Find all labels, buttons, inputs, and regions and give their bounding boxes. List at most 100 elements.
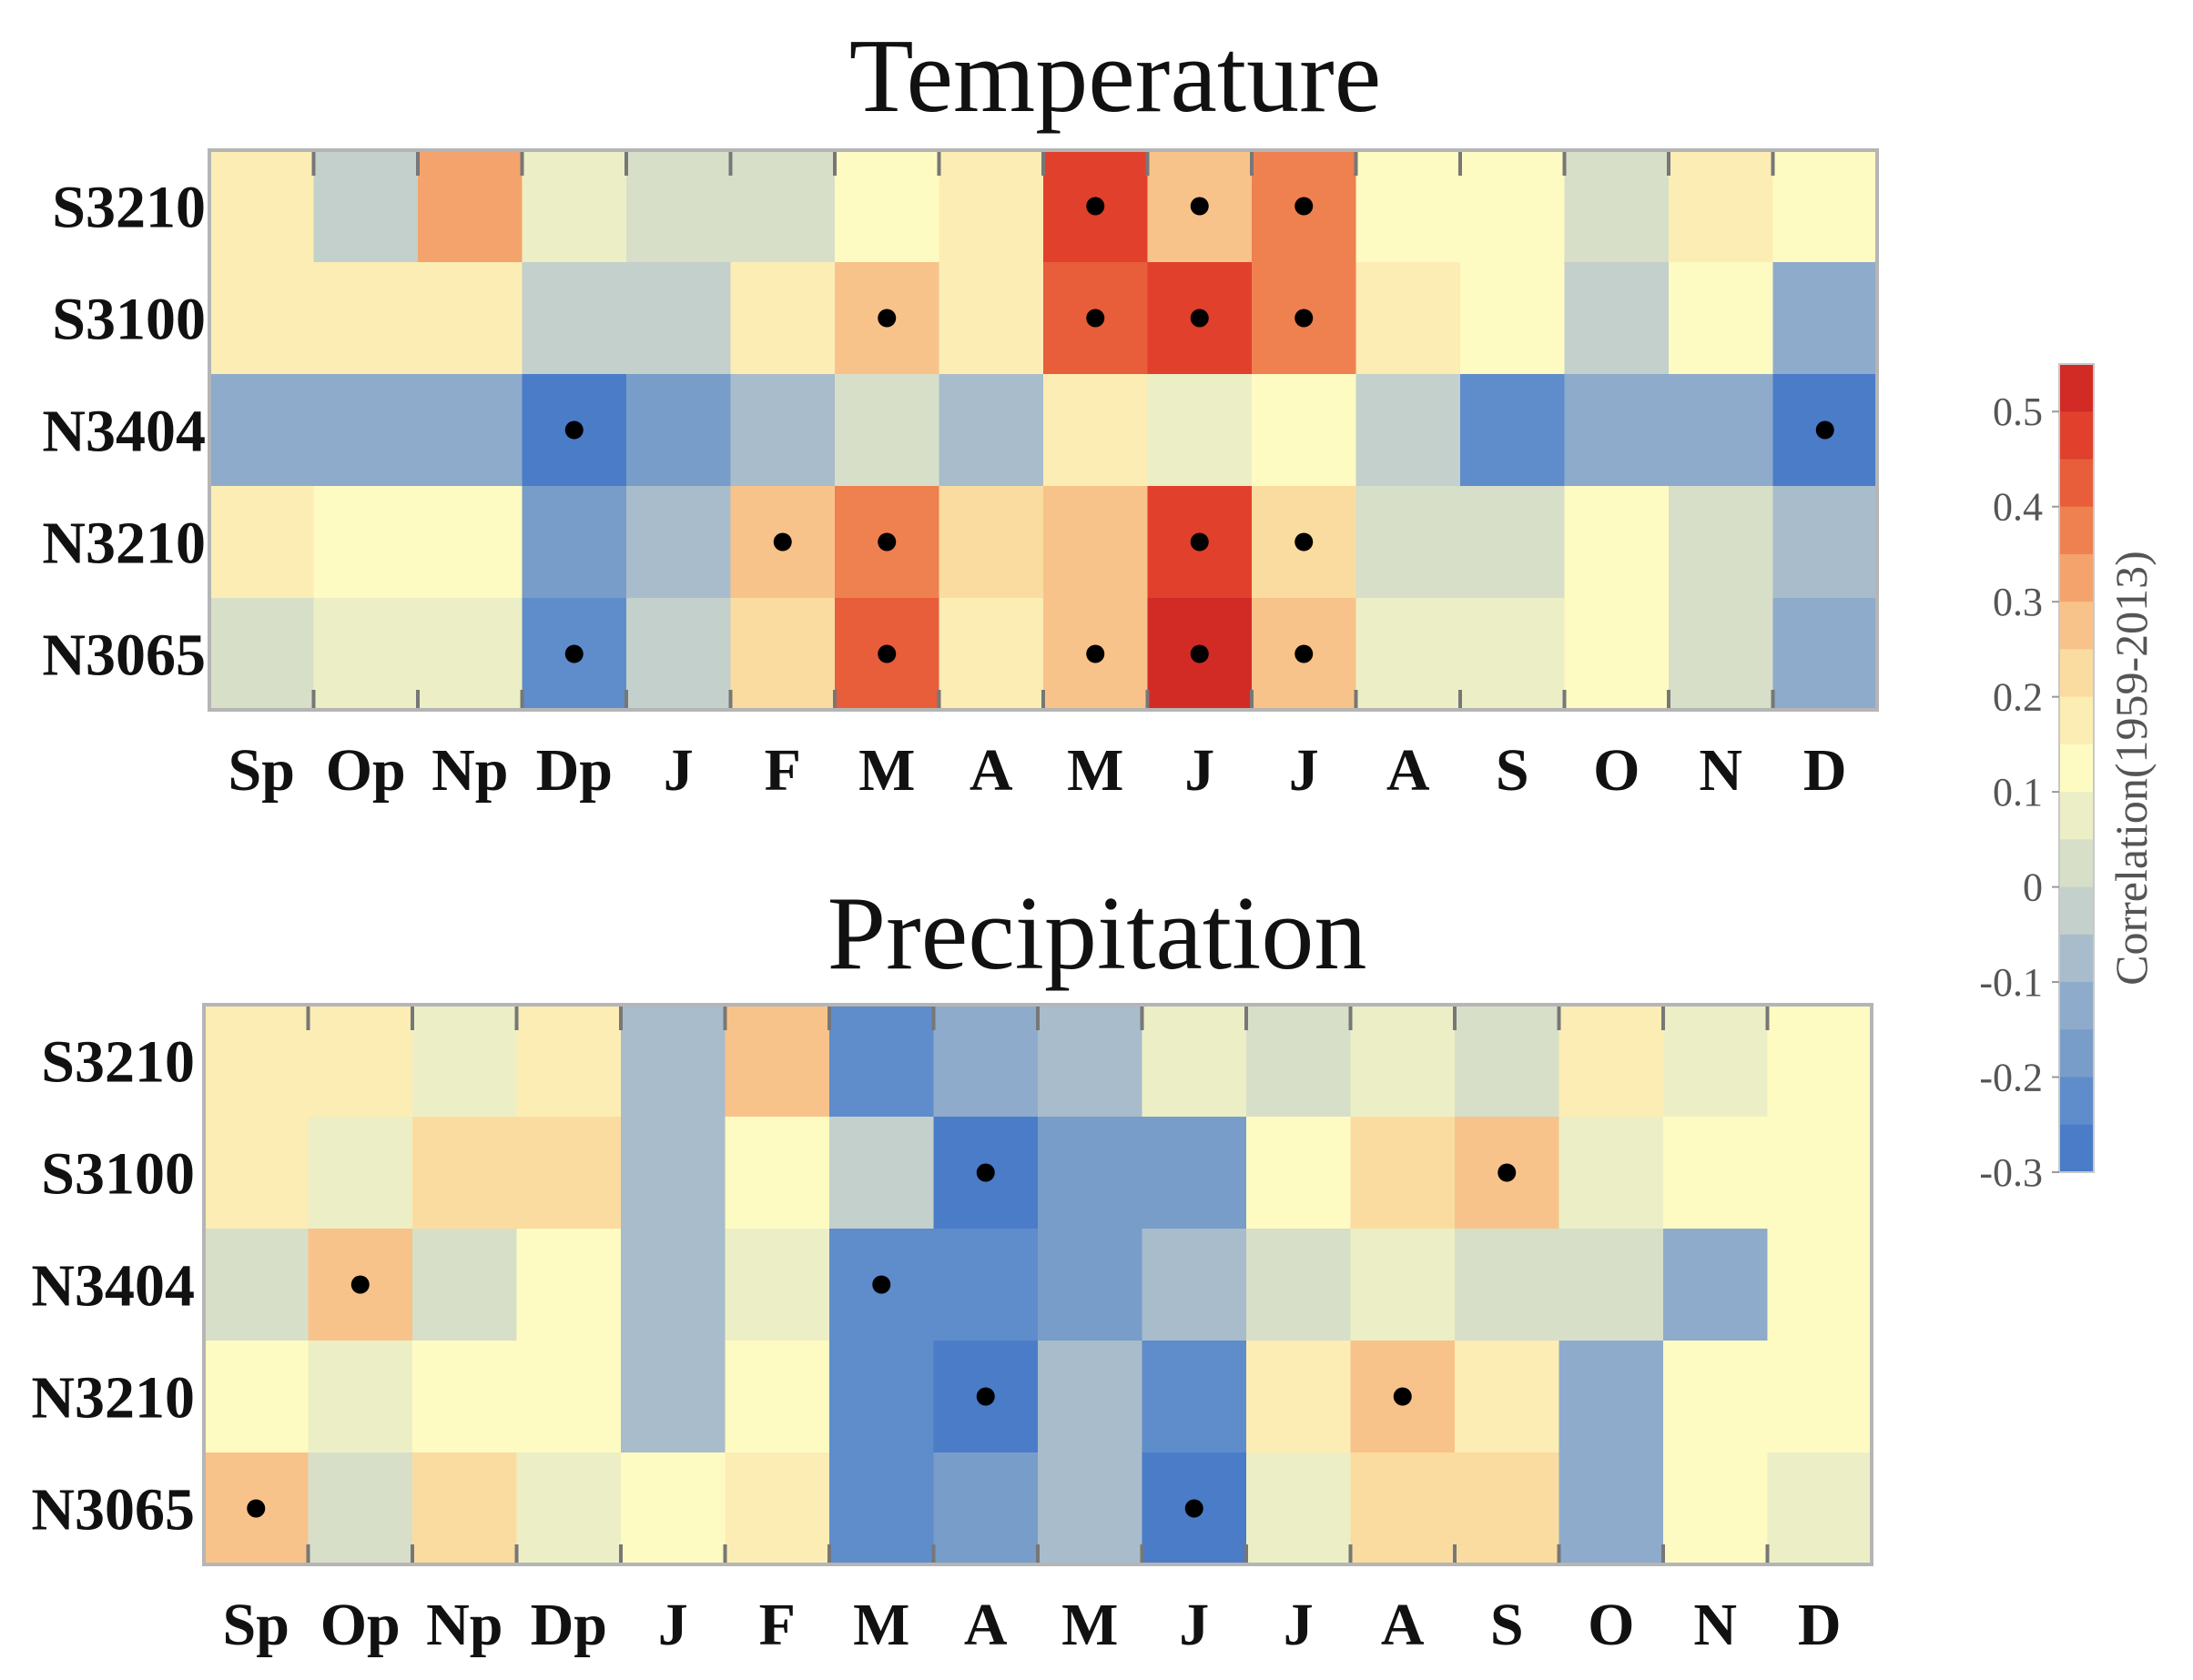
colorbar-segment	[2059, 459, 2094, 508]
temperature-cell	[1564, 486, 1670, 599]
temperature-cells	[209, 150, 1878, 711]
temperature-cell	[1355, 150, 1461, 263]
temperature-significance-dot	[1294, 532, 1314, 552]
precipitation-cell	[829, 1005, 935, 1118]
temperature-cell	[209, 598, 315, 711]
temperature-title: Temperature	[849, 18, 1381, 135]
precipitation-col-label: J	[1284, 1592, 1314, 1658]
temperature-cell	[522, 262, 627, 375]
temperature-cell	[1669, 486, 1774, 599]
precipitation-row-label: S3210	[41, 1029, 195, 1096]
temperature-significance-dot	[1086, 644, 1105, 663]
precipitation-cell	[204, 1005, 310, 1118]
precipitation-cell	[1142, 1229, 1247, 1341]
temperature-significance-dot	[1190, 197, 1209, 216]
precipitation-cell	[621, 1117, 726, 1230]
temperature-cell	[1460, 374, 1566, 487]
precipitation-cell	[516, 1117, 622, 1230]
temperature-significance-dot	[564, 644, 584, 663]
colorbar-segment	[2059, 982, 2094, 1030]
precipitation-cell	[308, 1341, 413, 1453]
precipitation-significance-dot	[1498, 1163, 1517, 1182]
colorbar-segment	[2059, 602, 2094, 651]
colorbar-segment	[2059, 364, 2094, 412]
temperature-column-labels: Sp Op Np Dp J F M A M J J A S O N D	[228, 737, 1847, 804]
precipitation-frame	[202, 1003, 1873, 1566]
precipitation-cell	[1246, 1117, 1352, 1230]
temperature-col-label: A	[1386, 737, 1430, 804]
precipitation-cell	[1038, 1005, 1143, 1118]
temperature-cell	[418, 374, 523, 487]
precipitation-cell	[1142, 1005, 1247, 1118]
temperature-cell	[418, 262, 523, 375]
colorbar-segment	[2059, 696, 2094, 745]
temperature-cell	[522, 150, 627, 263]
temperature-significance-dot	[1190, 644, 1209, 663]
temperature-cell	[1355, 262, 1461, 375]
temperature-cell	[522, 486, 627, 599]
precipitation-cell	[829, 1117, 935, 1230]
colorbar-tick-label: -0.2	[1979, 1056, 2043, 1100]
precipitation-row-labels: S3210 S3100 N3404 N3210 N3065	[31, 1029, 195, 1543]
precipitation-cell	[933, 1452, 1039, 1565]
precipitation-col-label: A	[1381, 1592, 1425, 1658]
colorbar-tick-label: 0.3	[1993, 580, 2043, 624]
colorbar-title: Correlation(1959-2013)	[2106, 551, 2157, 986]
precipitation-cell	[1455, 1341, 1560, 1453]
precipitation-row-label: N3065	[31, 1477, 195, 1543]
precipitation-cell	[1767, 1229, 1873, 1341]
temperature-col-label: J	[1184, 737, 1214, 804]
precipitation-column-labels: Sp Op Np Dp J F M A M J J A S O N D	[223, 1592, 1842, 1658]
temperature-significance-dot	[878, 309, 897, 328]
precipitation-cell	[1246, 1341, 1352, 1453]
temperature-significance-dot	[1190, 532, 1209, 552]
temperature-cell	[835, 150, 940, 263]
temperature-significance-dot	[878, 644, 897, 663]
precipitation-cell	[412, 1117, 518, 1230]
colorbar-segment	[2059, 553, 2094, 602]
temperature-cell	[730, 150, 836, 263]
temperature-cell	[1355, 598, 1461, 711]
temperature-cell	[1043, 374, 1149, 487]
precipitation-cell	[1558, 1117, 1664, 1230]
temperature-cell	[626, 598, 732, 711]
temperature-cell	[730, 374, 836, 487]
temperature-col-label: F	[765, 737, 801, 804]
precipitation-cell	[1038, 1341, 1143, 1453]
temperature-col-label: J	[1289, 737, 1319, 804]
temperature-row-labels: S3210 S3100 N3404 N3210 N3065	[42, 175, 206, 689]
temperature-cell	[209, 262, 315, 375]
colorbar-segments	[2059, 364, 2094, 1173]
temperature-cell	[1460, 262, 1566, 375]
temperature-panel: Temperature S3210 S3100 N3404 N3210 N306…	[42, 18, 1879, 804]
temperature-cell	[626, 486, 732, 599]
temperature-cell	[939, 486, 1044, 599]
precipitation-cell	[621, 1005, 726, 1118]
precipitation-cell	[829, 1341, 935, 1453]
temperature-col-label: D	[1803, 737, 1847, 804]
precipitation-cell	[1455, 1005, 1560, 1118]
temperature-cell	[418, 486, 523, 599]
colorbar-segment	[2059, 792, 2094, 840]
temperature-cell	[1355, 486, 1461, 599]
temperature-significance-dot	[1294, 644, 1314, 663]
colorbar-segment	[2059, 839, 2094, 888]
precipitation-cell	[1558, 1452, 1664, 1565]
colorbar: 0.5 0.4 0.3 0.2 0.1 0 -0.1 -0.2 -0.3 Cor…	[1979, 363, 2157, 1195]
precipitation-cell	[1246, 1229, 1352, 1341]
colorbar-tick-label: -0.1	[1979, 960, 2043, 1005]
precipitation-cell	[725, 1341, 830, 1453]
precipitation-row-label: N3404	[31, 1253, 195, 1320]
precipitation-cell	[725, 1452, 830, 1565]
precipitation-cell	[1663, 1005, 1769, 1118]
temperature-cell	[418, 150, 523, 263]
temperature-significance-dots	[564, 197, 1834, 663]
precipitation-cell	[1455, 1452, 1560, 1565]
precipitation-significance-dot	[1184, 1499, 1203, 1518]
temperature-col-label: Sp	[228, 737, 295, 804]
precipitation-cell	[204, 1229, 310, 1341]
precipitation-significance-dot	[976, 1163, 995, 1182]
colorbar-segment	[2059, 1077, 2094, 1126]
temperature-significance-dot	[1294, 309, 1314, 328]
temperature-cell	[939, 374, 1044, 487]
